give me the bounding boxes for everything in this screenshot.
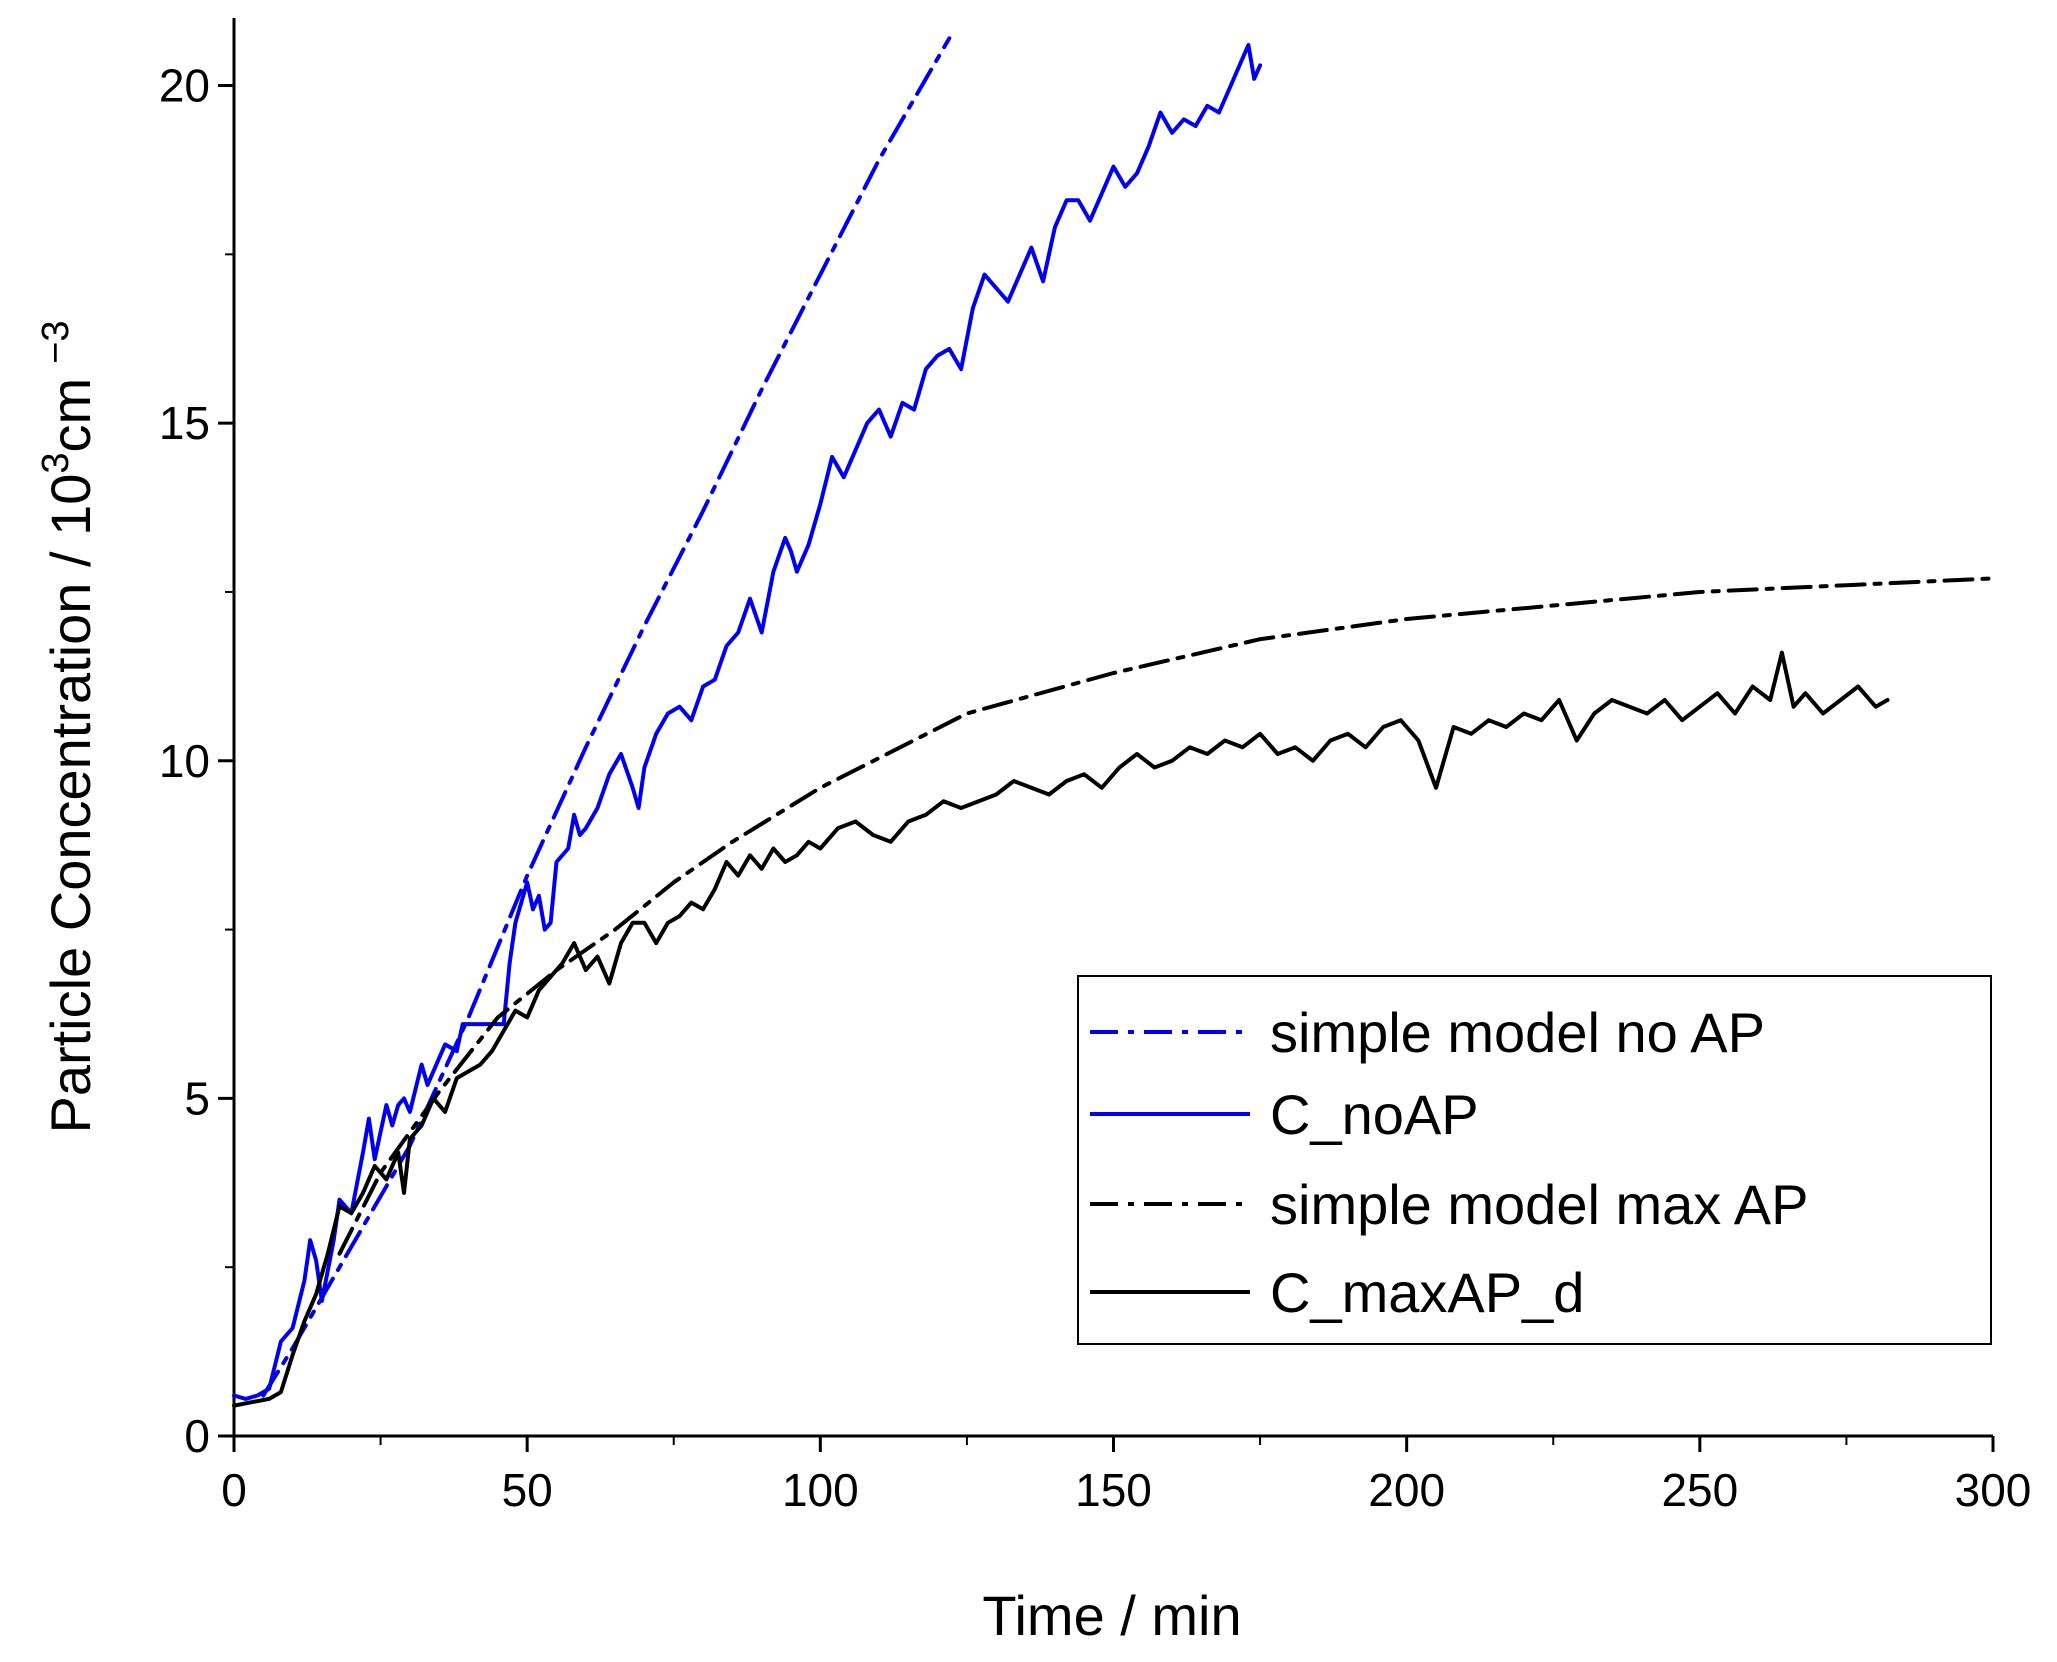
y-tick-label-20: 20 xyxy=(159,60,210,112)
x-tick-label-50: 50 xyxy=(502,1464,553,1516)
x-tick-label-200: 200 xyxy=(1368,1464,1445,1516)
x-axis-title: Time / min xyxy=(982,1584,1241,1647)
y-tick-label-10: 10 xyxy=(159,735,210,787)
legend-label-c-maxap-d: C_maxAP_d xyxy=(1270,1261,1584,1324)
legend-label-simple-model-no-ap: simple model no AP xyxy=(1270,1001,1765,1064)
legend: simple model no AP C_noAP simple model m… xyxy=(1077,975,1992,1345)
y-axis-title-mid: cm xyxy=(39,378,102,453)
legend-label-c-noap: C_noAP xyxy=(1270,1083,1479,1146)
series-line-simple-model-no-ap xyxy=(261,36,952,1398)
y-tick-label-5: 5 xyxy=(184,1072,210,1124)
y-axis-title-sup1: 3 xyxy=(35,452,77,473)
y-tick-label-0: 0 xyxy=(184,1410,210,1462)
x-tick-label-100: 100 xyxy=(782,1464,859,1516)
legend-box xyxy=(1077,975,1992,1345)
x-tick-label-0: 0 xyxy=(221,1464,247,1516)
series-group xyxy=(232,36,1995,1408)
legend-label-simple-model-max-ap: simple model max AP xyxy=(1270,1173,1808,1236)
x-tick-label-300: 300 xyxy=(1955,1464,2032,1516)
y-axis-title-sup2: −3 xyxy=(35,320,77,363)
series-line-c-noap xyxy=(232,43,1263,1401)
x-tick-label-250: 250 xyxy=(1661,1464,1738,1516)
series-line-simple-model-max-ap xyxy=(337,576,1995,1256)
y-tick-label-15: 15 xyxy=(159,397,210,449)
ticks: 0 50 100 150 200 250 300 0 5 10 15 20 xyxy=(159,60,2032,1516)
x-tick-label-150: 150 xyxy=(1075,1464,1152,1516)
y-axis-title: Particle Concentration / 103cm −3 xyxy=(35,320,102,1133)
y-axis-title-main: Particle Concentration / 10 xyxy=(39,474,102,1134)
series-line-c-maxap-d xyxy=(232,650,1890,1408)
